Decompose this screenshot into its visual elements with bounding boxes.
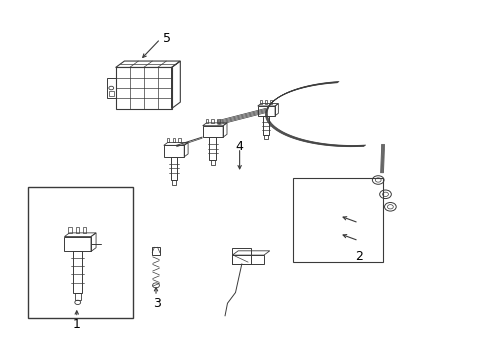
Text: 5: 5	[163, 32, 170, 45]
Bar	[178, 138, 181, 143]
Bar	[28, 187, 132, 318]
Bar	[209, 137, 216, 160]
Bar	[73, 251, 82, 293]
Bar	[211, 118, 213, 123]
Bar	[260, 100, 262, 104]
Bar	[76, 227, 79, 233]
Bar	[163, 145, 184, 157]
Bar	[264, 100, 267, 104]
Text: 1: 1	[73, 318, 81, 331]
Bar	[172, 138, 175, 143]
Bar	[166, 138, 169, 143]
Bar	[64, 237, 91, 251]
Bar	[292, 178, 382, 262]
Bar	[264, 135, 268, 139]
Bar	[217, 118, 219, 123]
Bar	[75, 293, 81, 300]
Bar	[107, 78, 116, 98]
Bar	[210, 160, 215, 165]
Bar	[116, 67, 171, 109]
Bar	[232, 248, 251, 264]
Text: 4: 4	[235, 140, 243, 153]
Bar	[202, 126, 223, 137]
Text: 3: 3	[153, 297, 161, 310]
Bar	[257, 106, 274, 116]
Bar	[170, 157, 177, 180]
Bar	[83, 227, 86, 233]
Bar	[171, 180, 176, 185]
Bar	[232, 255, 264, 264]
Text: 2: 2	[354, 250, 362, 263]
Bar	[108, 91, 114, 96]
Bar	[68, 227, 71, 233]
Bar	[152, 247, 160, 255]
Bar	[269, 100, 271, 104]
Bar	[205, 118, 208, 123]
Bar	[263, 116, 269, 135]
